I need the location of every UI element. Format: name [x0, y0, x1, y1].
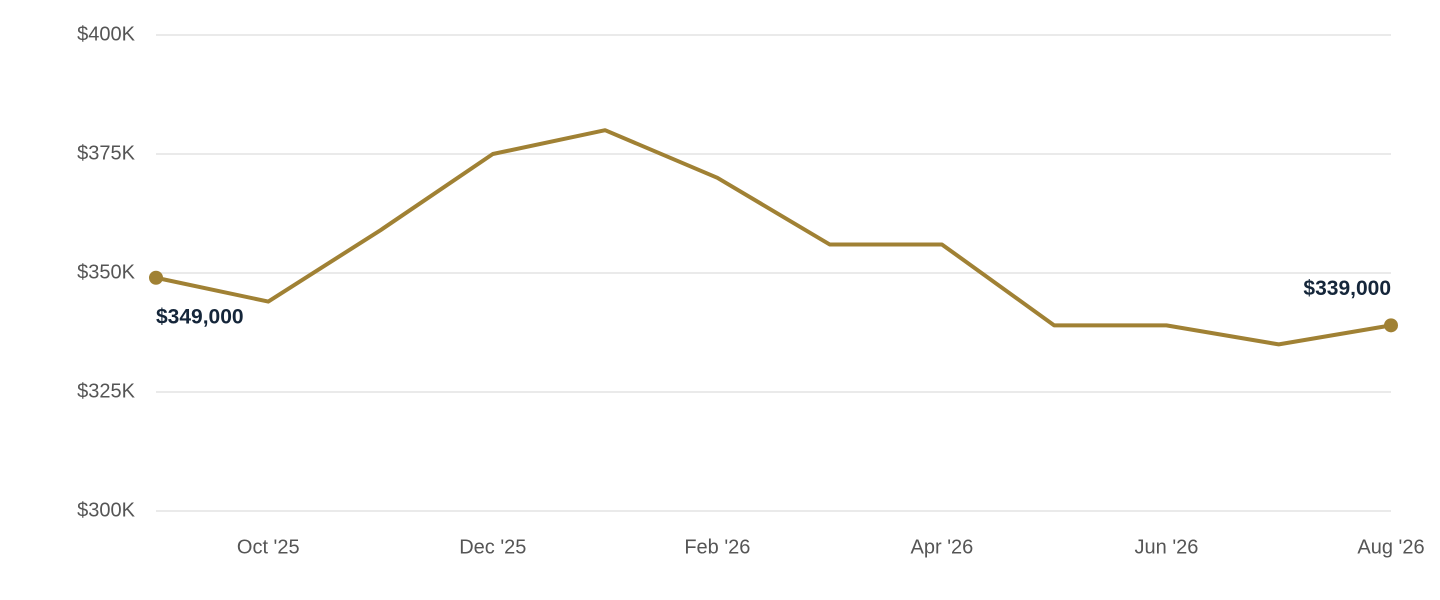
value-label: $349,000	[156, 305, 244, 328]
x-tick-label: Feb '26	[684, 536, 750, 558]
x-tick-label: Aug '26	[1357, 536, 1424, 558]
x-tick-label: Oct '25	[237, 536, 300, 558]
value-label: $339,000	[1303, 277, 1391, 300]
y-tick-label: $400K	[77, 23, 135, 45]
end-point	[1384, 318, 1398, 333]
y-tick-label: $325K	[77, 380, 135, 402]
y-tick-label: $300K	[77, 499, 135, 521]
y-tick-label: $375K	[77, 142, 135, 164]
end-point	[149, 270, 163, 285]
line	[155, 128, 1392, 347]
x-tick-label: Apr '26	[911, 536, 974, 558]
x-tick-label: Dec '25	[459, 536, 526, 558]
x-tick-label: Jun '26	[1135, 536, 1199, 558]
y-tick-label: $350K	[77, 261, 135, 283]
